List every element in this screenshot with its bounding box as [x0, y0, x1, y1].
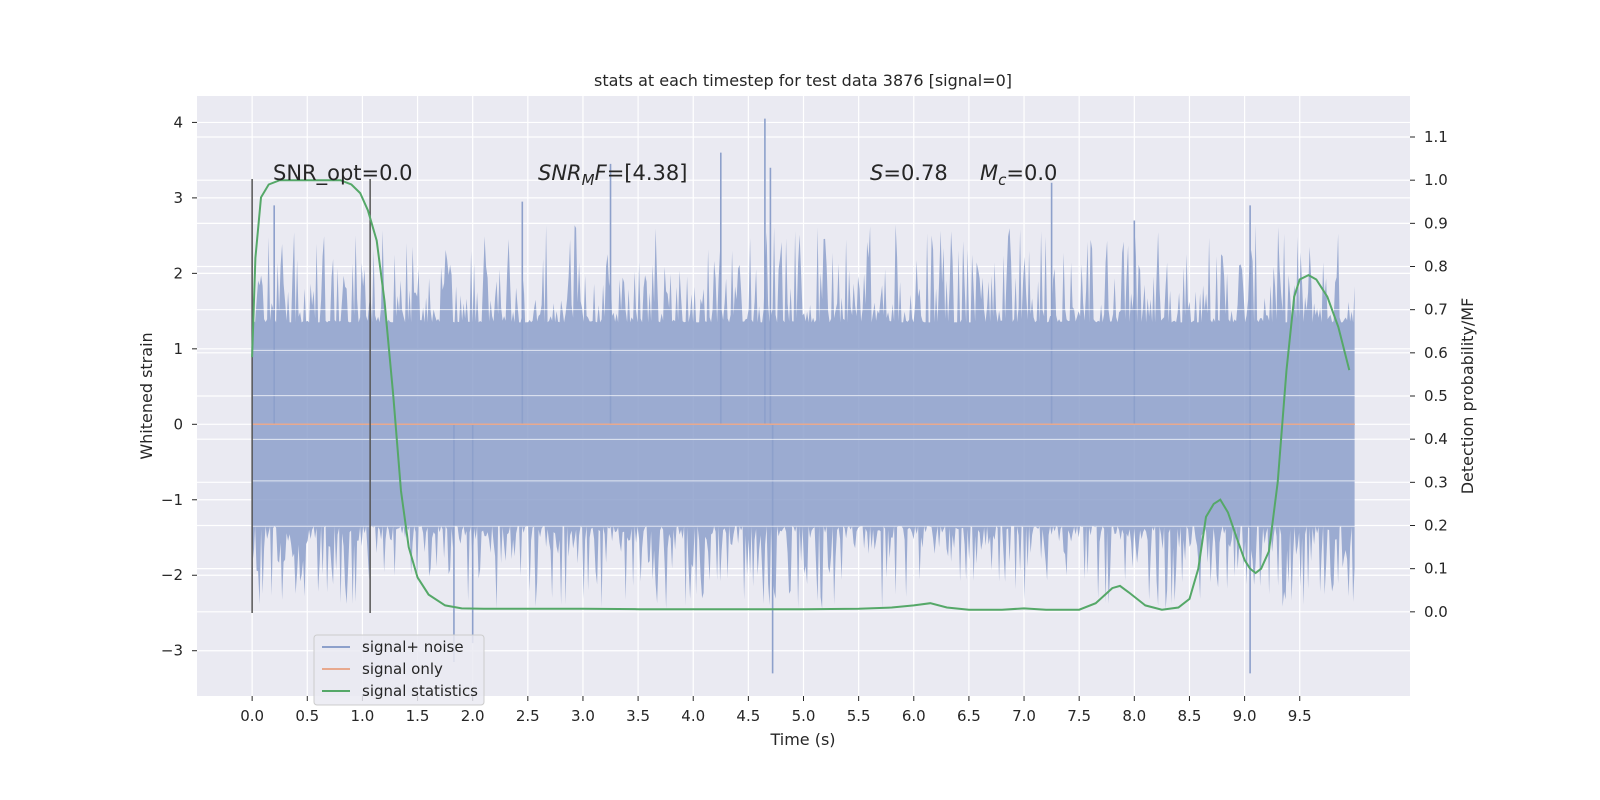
- signal-statistics-series: [251, 179, 1351, 611]
- legend-label-stats: signal statistics: [362, 682, 478, 700]
- y-tick-label: 3: [173, 189, 183, 207]
- y2-tick-label: 0.5: [1424, 387, 1448, 405]
- y2-tick-label: 0.7: [1424, 301, 1448, 319]
- x-tick-label: 4.0: [681, 707, 705, 725]
- legend: signal+ noise signal only signal statist…: [313, 634, 485, 706]
- x-axis-ticks: 0.0 0.5 1.0 1.5 2.0 2.5 3.0 3.5 4.0 4.5 5.0 5.5 6.0 6…: [240, 696, 1312, 725]
- annotation-s: S=0.78: [870, 161, 948, 185]
- y-axis-ticks: 4 3 2 1 0 −1 −2 −3: [161, 113, 197, 660]
- y-tick-label: 1: [173, 340, 183, 358]
- signal-noise-series: [252, 224, 1355, 610]
- y2-tick-label: 1.1: [1424, 128, 1448, 146]
- y-tick-label: −1: [161, 491, 183, 509]
- y2-tick-label: 0.2: [1424, 516, 1448, 534]
- y2-axis-ticks: 1.1 1.0 0.9 0.8 0.7 0.6 0.5 0.4 0.3 0.2 0.1 0.0: [1410, 128, 1448, 621]
- x-tick-label: 1.0: [350, 707, 374, 725]
- x-tick-label: 4.5: [736, 707, 760, 725]
- x-tick-label: 9.5: [1288, 707, 1312, 725]
- grid-over-noise: [252, 309, 1355, 527]
- y-tick-label: −3: [161, 642, 183, 660]
- annotation-mc: Mc=0.0: [980, 161, 1057, 189]
- signal-noise-spikes: [273, 118, 1251, 674]
- x-tick-label: 3.5: [626, 707, 650, 725]
- x-tick-label: 6.0: [902, 707, 926, 725]
- y2-axis-label: Detection probability/MF: [1458, 298, 1477, 495]
- x-tick-label: 2.5: [516, 707, 540, 725]
- x-tick-label: 7.0: [1012, 707, 1036, 725]
- x-tick-label: 0.5: [295, 707, 319, 725]
- x-tick-label: 7.5: [1067, 707, 1091, 725]
- y-axis-label: Whitened strain: [137, 332, 156, 459]
- y-tick-label: 0: [173, 415, 183, 433]
- x-tick-label: 2.0: [461, 707, 485, 725]
- legend-label-signal: signal only: [362, 660, 443, 678]
- annotation-snr-mf: SNRMF=[4.38]: [538, 161, 687, 189]
- x-tick-label: 3.0: [571, 707, 595, 725]
- x-tick-label: 9.0: [1233, 707, 1257, 725]
- legend-label-noise: signal+ noise: [362, 638, 464, 656]
- y2-tick-label: 0.1: [1424, 560, 1448, 578]
- annotation-snr-opt: SNR_opt=0.0: [273, 161, 413, 186]
- y2-tick-label: 0.0: [1424, 603, 1448, 621]
- x-axis-label: Time (s): [769, 730, 835, 749]
- y2-tick-label: 0.4: [1424, 430, 1448, 448]
- legend-box: [313, 634, 485, 706]
- x-tick-label: 8.5: [1178, 707, 1202, 725]
- x-tick-label: 8.0: [1122, 707, 1146, 725]
- y2-tick-label: 0.8: [1424, 258, 1448, 276]
- window-markers: [251, 179, 371, 613]
- y2-tick-label: 0.6: [1424, 344, 1448, 362]
- y2-tick-label: 1.0: [1424, 171, 1448, 189]
- y-tick-label: 4: [173, 113, 183, 131]
- x-tick-label: 0.0: [240, 707, 264, 725]
- y2-tick-label: 0.3: [1424, 473, 1448, 491]
- y-tick-label: −2: [161, 566, 183, 584]
- x-tick-label: 5.5: [847, 707, 871, 725]
- y2-tick-label: 0.9: [1424, 214, 1448, 232]
- x-tick-label: 5.0: [792, 707, 816, 725]
- x-tick-label: 6.5: [957, 707, 981, 725]
- y-tick-label: 2: [173, 264, 183, 282]
- x-tick-label: 1.5: [406, 707, 430, 725]
- chart-title: stats at each timestep for test data 387…: [594, 71, 1012, 90]
